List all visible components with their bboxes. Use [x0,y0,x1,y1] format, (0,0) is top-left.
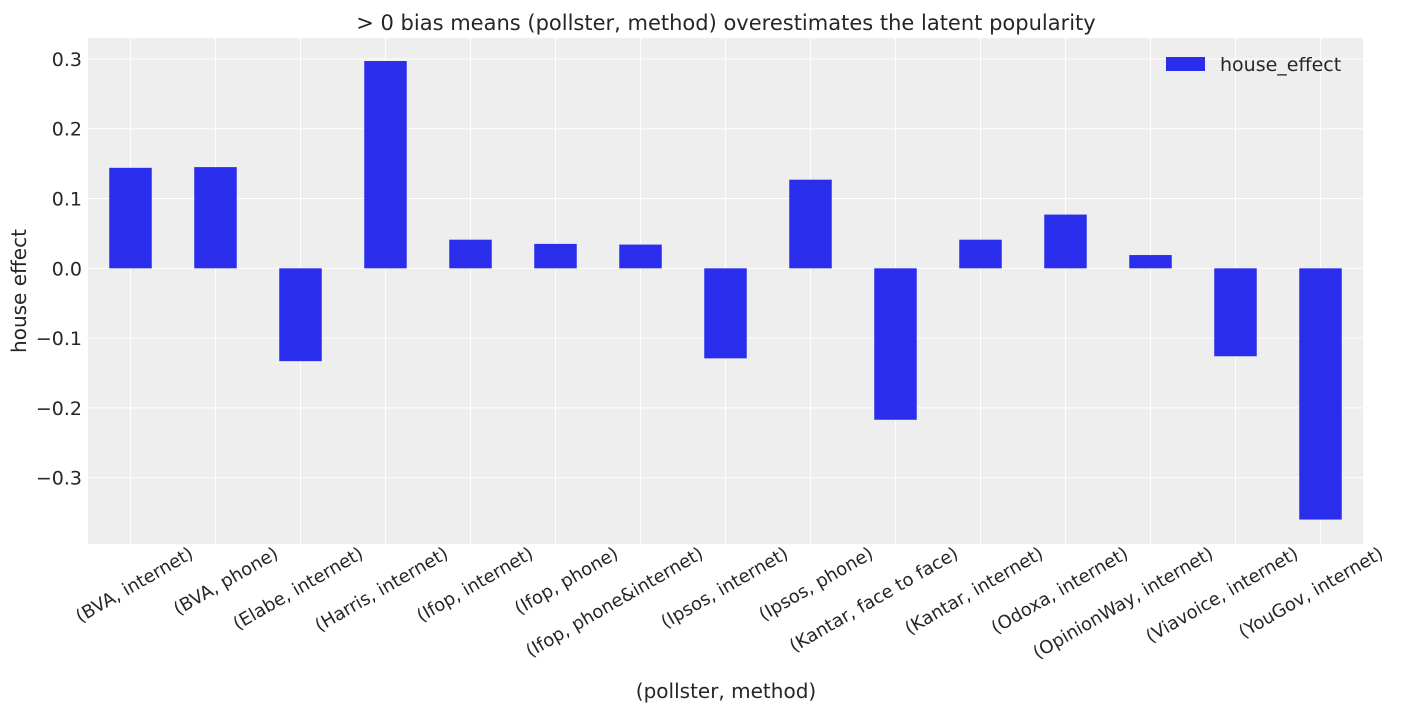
legend-label: house_effect [1220,54,1341,76]
x-tick-label: (YouGov, internet) [1235,543,1387,643]
bar [1129,255,1172,269]
x-tick-label: (Odoxa, internet) [988,543,1132,638]
bar [279,268,322,362]
bar [874,268,917,420]
bar [704,268,747,359]
x-tick-label: (Viavoice, internet) [1142,543,1302,647]
x-tick-labels: (BVA, internet)(BVA, phone)(Elabe, inter… [72,543,1387,663]
y-tick-label: 0.1 [52,189,82,211]
bar [1044,214,1087,269]
y-tick-label: 0.0 [52,258,82,280]
bar [959,239,1002,269]
bar [1214,268,1257,357]
y-tick-label: −0.3 [36,468,82,490]
bar [364,61,407,269]
legend-swatch [1166,57,1205,71]
y-tick-label: −0.1 [36,328,82,350]
bar [194,167,237,269]
bar [1299,268,1342,520]
bar [109,167,152,269]
bars [109,61,1342,520]
bar [789,179,832,269]
y-tick-labels: −0.3 −0.2 −0.1 0.0 0.1 0.2 0.3 [36,49,82,490]
legend: house_effect [1166,54,1341,76]
bar [449,239,492,269]
y-tick-label: −0.2 [36,398,82,420]
chart-title: > 0 bias means (pollster, method) overes… [356,11,1095,35]
y-tick-label: 0.3 [52,49,82,71]
y-axis-label: house effect [7,229,31,353]
bar [619,244,662,269]
y-tick-label: 0.2 [52,119,82,141]
x-axis-label: (pollster, method) [636,679,816,703]
x-tick-label: (Kantar, internet) [901,543,1047,639]
bar [534,243,577,269]
